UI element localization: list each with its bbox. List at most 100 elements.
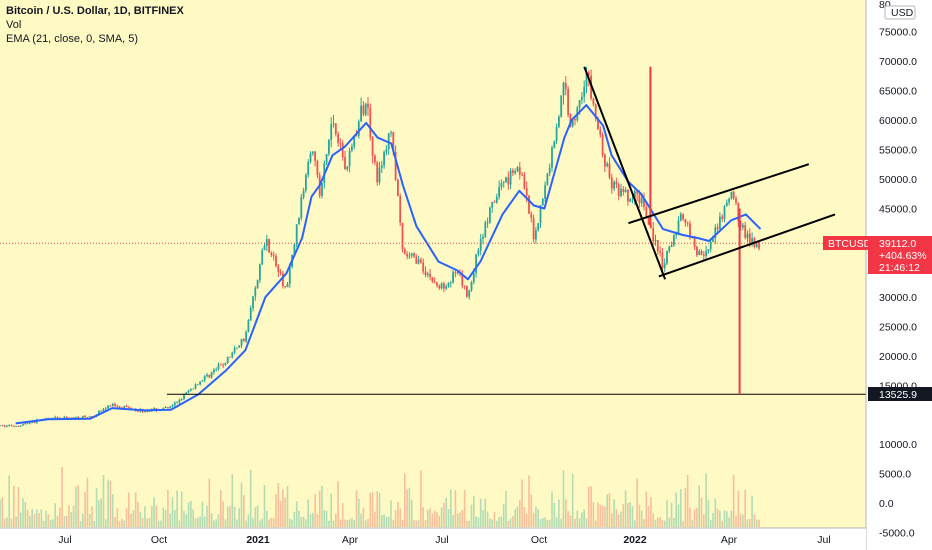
volume-bar bbox=[415, 520, 418, 527]
time-tick-label: Oct bbox=[151, 534, 167, 546]
candle-body bbox=[206, 374, 208, 377]
candle-body bbox=[551, 147, 553, 168]
candle-body bbox=[491, 201, 494, 208]
volume-bar bbox=[640, 510, 643, 527]
volume-bar bbox=[693, 509, 696, 527]
volume-bar bbox=[468, 520, 470, 527]
candle-body bbox=[3, 425, 6, 427]
volume-bar bbox=[254, 507, 257, 527]
candle-body bbox=[705, 251, 707, 256]
price-axis[interactable] bbox=[866, 0, 932, 550]
volume-bar bbox=[132, 510, 135, 527]
candle-body bbox=[532, 218, 535, 240]
currency-box[interactable] bbox=[884, 5, 916, 20]
volume-bar bbox=[128, 492, 130, 527]
volume-bar bbox=[141, 518, 144, 527]
volume-bar bbox=[341, 503, 344, 527]
volume-bar bbox=[466, 520, 468, 527]
trendline[interactable] bbox=[583, 66, 667, 280]
volume-bar bbox=[190, 500, 192, 527]
volume-bar bbox=[256, 505, 259, 527]
candle-body bbox=[178, 399, 181, 403]
volume-bar bbox=[684, 487, 687, 527]
volume-bar bbox=[433, 510, 436, 527]
candle-body bbox=[677, 220, 680, 234]
candle-body bbox=[500, 182, 503, 187]
volume-bar bbox=[270, 517, 273, 527]
volume-bar bbox=[737, 490, 740, 527]
volume-bar bbox=[26, 509, 29, 527]
candle-body bbox=[408, 255, 411, 257]
volume-bar bbox=[608, 493, 611, 527]
candle-body bbox=[449, 282, 452, 284]
level-tag[interactable] bbox=[868, 387, 932, 401]
volume-bar bbox=[507, 520, 510, 527]
volume-bar bbox=[155, 505, 158, 527]
candle-body bbox=[84, 415, 86, 418]
trendline[interactable] bbox=[658, 213, 836, 278]
volume-bar bbox=[302, 516, 305, 527]
volume-bar bbox=[56, 515, 59, 527]
volume-bar bbox=[477, 517, 480, 527]
volume-bar bbox=[732, 474, 735, 527]
volume-bar bbox=[567, 511, 569, 527]
candle-body bbox=[735, 198, 737, 203]
volume-bar bbox=[622, 503, 625, 527]
candle-body bbox=[583, 87, 586, 97]
volume-bar bbox=[279, 500, 282, 527]
candle-body bbox=[403, 249, 406, 255]
volume-bar bbox=[360, 513, 362, 527]
candle-body bbox=[673, 235, 675, 246]
candle-body bbox=[116, 406, 119, 407]
volume-bar bbox=[447, 509, 450, 527]
candle-body bbox=[489, 207, 491, 223]
candle-body bbox=[613, 181, 615, 189]
volume-bar bbox=[125, 508, 128, 527]
time-tick-label: 2022 bbox=[623, 534, 647, 546]
volume-bar bbox=[652, 513, 654, 527]
candle-body bbox=[364, 103, 367, 115]
volume-bar bbox=[376, 491, 378, 527]
time-axis-ticks: Jul Oct 2021 Apr Jul Oct 2022 Apr Jul bbox=[58, 534, 830, 546]
legend-ema[interactable]: EMA (21, close, 0, SMA, 5) bbox=[6, 33, 139, 45]
volume-bar bbox=[420, 470, 422, 527]
candle-body bbox=[127, 407, 130, 408]
volume-bar bbox=[217, 514, 220, 527]
volume-bar bbox=[289, 518, 291, 527]
volume-bar bbox=[224, 519, 227, 527]
candle-body bbox=[229, 356, 231, 358]
candle-body bbox=[224, 363, 227, 366]
trendline[interactable] bbox=[628, 163, 810, 225]
volume-bar bbox=[45, 511, 47, 527]
candle-body bbox=[482, 236, 484, 239]
candle-body bbox=[742, 225, 744, 228]
candle-body bbox=[190, 389, 192, 391]
volume-bar bbox=[714, 498, 717, 527]
volume-bar bbox=[539, 519, 542, 527]
currency-top-label: 80 bbox=[879, 0, 891, 11]
candle-body bbox=[118, 406, 121, 408]
time-tick-label: 2021 bbox=[246, 534, 270, 546]
volume-bar bbox=[29, 516, 31, 527]
candle-body bbox=[153, 408, 155, 410]
volume-bar bbox=[316, 514, 319, 527]
volume-bar bbox=[657, 517, 659, 527]
volume-bar bbox=[698, 485, 700, 527]
symbol-tag[interactable] bbox=[823, 236, 868, 250]
candle-body bbox=[624, 189, 627, 193]
volume-bar bbox=[300, 517, 303, 527]
volume-bar bbox=[252, 518, 254, 527]
time-axis[interactable] bbox=[0, 528, 866, 550]
candle-body bbox=[601, 134, 604, 155]
candle-body bbox=[259, 264, 261, 281]
candle-body bbox=[397, 179, 399, 197]
price-tag[interactable] bbox=[868, 236, 932, 274]
volume-bar bbox=[42, 520, 45, 527]
legend-volume[interactable]: Vol bbox=[6, 19, 22, 31]
ema-line[interactable] bbox=[15, 104, 762, 425]
volume-bar bbox=[197, 517, 199, 527]
currency-label[interactable]: USD bbox=[891, 7, 914, 19]
legend-symbol[interactable]: Bitcoin / U.S. Dollar, 1D, BITFINEX bbox=[6, 5, 184, 17]
volume-bar bbox=[502, 503, 505, 527]
